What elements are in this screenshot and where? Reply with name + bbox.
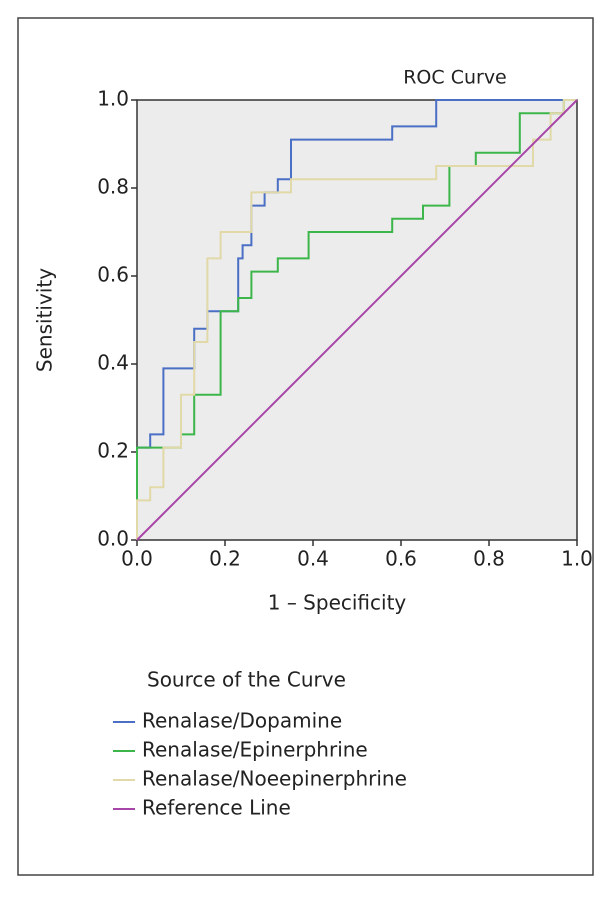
y-tick-label: 0.4 bbox=[97, 351, 129, 375]
x-tick-label: 0.0 bbox=[121, 547, 153, 571]
chart-title: ROC Curve bbox=[403, 67, 507, 89]
roc-line bbox=[136, 99, 577, 540]
y-tick-label: 0.6 bbox=[97, 263, 129, 287]
x-tick-label: 0.2 bbox=[209, 547, 241, 571]
legend-entry: Renalase/Dopamine bbox=[142, 709, 342, 733]
x-tick-label: 0.8 bbox=[473, 547, 505, 571]
legend-entry: Reference Line bbox=[142, 796, 291, 820]
roc-line bbox=[136, 99, 578, 541]
x-tick-label: 0.4 bbox=[297, 547, 329, 571]
x-axis-label: 1 – Specificity bbox=[268, 591, 407, 615]
y-tick-label: 0.8 bbox=[97, 175, 129, 199]
legend-title: Source of the Curve bbox=[147, 668, 346, 692]
y-tick-label: 1.0 bbox=[97, 87, 129, 111]
roc-line bbox=[136, 99, 577, 540]
roc-line bbox=[136, 99, 577, 540]
y-axis-label: Sensitivity bbox=[33, 268, 57, 372]
legend-entry: Renalase/Noeepinerphrine bbox=[142, 767, 407, 791]
frame bbox=[17, 17, 594, 876]
y-tick-label: 0.2 bbox=[97, 439, 129, 463]
y-tick-label: 0.0 bbox=[97, 527, 129, 551]
legend-entry: Renalase/Epinerphrine bbox=[142, 738, 368, 762]
x-tick-label: 1.0 bbox=[561, 547, 593, 571]
x-tick-label: 0.6 bbox=[385, 547, 417, 571]
